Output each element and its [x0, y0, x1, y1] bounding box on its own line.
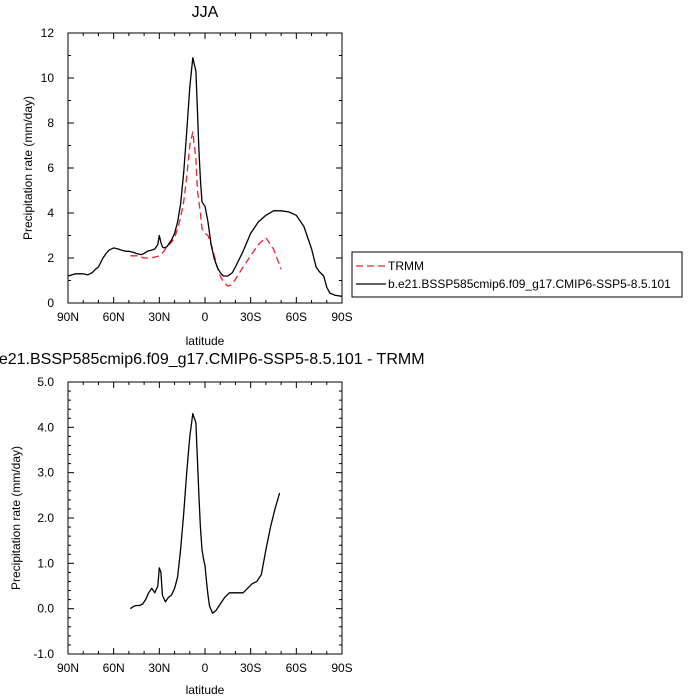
bottom-chart-title: b.e21.BSSP585cmip6.f09_g17.CMIP6-SSP5-8.… [0, 351, 425, 368]
bottom-y-tick-label: 2.0 [37, 511, 54, 525]
top-y-tick-label: 12 [41, 26, 55, 40]
legend-box [351, 251, 683, 298]
bottom-x-tick-label: 90S [331, 661, 352, 675]
top-y-tick-label: 6 [47, 161, 54, 175]
top-y-tick-label: 4 [47, 206, 54, 220]
top-series-line-0 [130, 131, 282, 287]
bottom-plot-area: 90N 60N 30N 0 30S 60S 90S -1.0 0.0 1.0 2.0 3.0 4.0 5.… [33, 375, 352, 675]
legend-label-trmm: TRMM [388, 259, 424, 273]
top-y-tick-label: 0 [47, 296, 54, 310]
bottom-x-tick-label: 0 [202, 661, 209, 675]
top-y-tick-label: 10 [41, 71, 55, 85]
legend-label-model: b.e21.BSSP585cmip6.f09_g17.CMIP6-SSP5-8.… [388, 277, 671, 291]
bottom-y-tick-label: 1.0 [37, 556, 54, 570]
bottom-x-tick-label: 30S [240, 661, 261, 675]
bottom-y-tick-label: -1.0 [33, 647, 54, 661]
bottom-y-axis-label: Precipitation rate (mm/day) [9, 446, 23, 590]
top-x-tick-label: 60S [286, 310, 307, 324]
top-x-tick-label: 60N [103, 310, 125, 324]
top-plot-area: 90N 60N 30N 0 30S 60S 90S 0 2 4 6 8 10 12 [41, 26, 353, 324]
panel-bottom-chart: b.e21.BSSP585cmip6.f09_g17.CMIP6-SSP5-8.… [0, 351, 425, 697]
bottom-x-tick-label: 60N [103, 661, 125, 675]
bottom-x-tick-label: 90N [57, 661, 79, 675]
bottom-y-tick-label: 5.0 [37, 375, 54, 389]
top-y-tick-label: 2 [47, 251, 54, 265]
top-x-tick-label: 30S [240, 310, 261, 324]
bottom-y-tick-label: 4.0 [37, 420, 54, 434]
bottom-y-tick-label: 0.0 [37, 602, 54, 616]
top-x-tick-label: 0 [202, 310, 209, 324]
top-x-tick-label: 90N [57, 310, 79, 324]
top-plot-frame [67, 32, 343, 304]
bottom-plot-frame [67, 381, 343, 655]
top-chart-title: JJA [192, 4, 219, 21]
bottom-y-tick-label: 3.0 [37, 466, 54, 480]
top-y-tick-label: 8 [47, 116, 54, 130]
top-x-tick-label: 30N [148, 310, 170, 324]
legend: TRMM b.e21.BSSP585cmip6.f09_g17.CMIP6-SS… [351, 251, 683, 298]
bottom-series-line-0 [130, 413, 281, 614]
bottom-x-tick-label: 30N [148, 661, 170, 675]
panel-top-chart: JJA 90N 60N 30N 0 30S 60S 90S 0 2 4 6 8 10 12 latitud… [21, 4, 353, 348]
top-series-line-1 [67, 57, 343, 297]
bottom-x-tick-label: 60S [286, 661, 307, 675]
top-x-axis-label: latitude [186, 334, 225, 348]
top-x-tick-label: 90S [331, 310, 352, 324]
top-y-axis-label: Precipitation rate (mm/day) [21, 96, 35, 240]
bottom-x-axis-label: latitude [186, 683, 225, 697]
